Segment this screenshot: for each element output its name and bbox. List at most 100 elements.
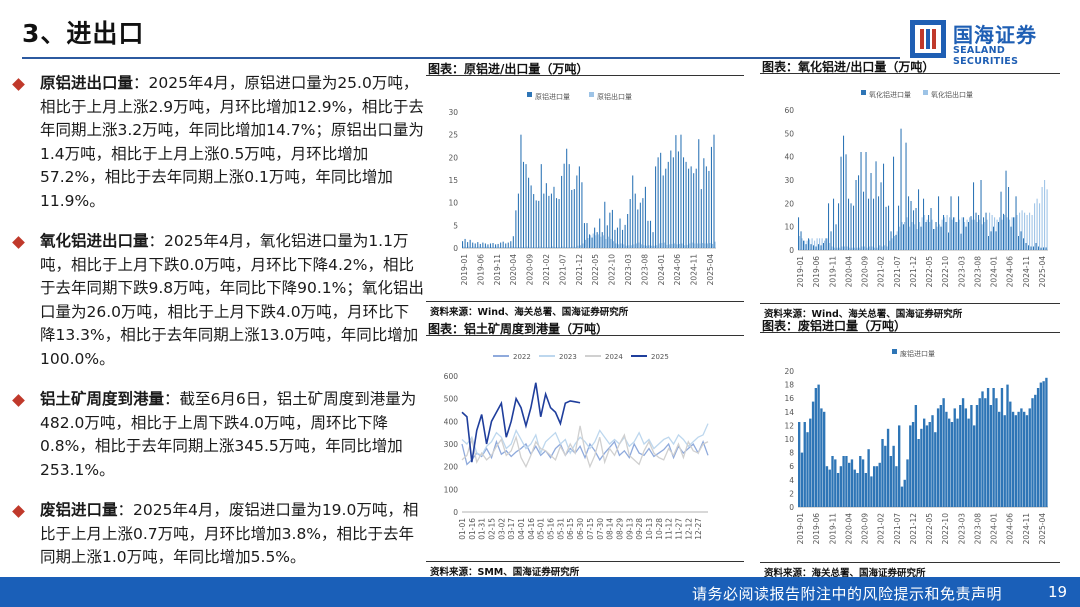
bar <box>1031 398 1034 507</box>
y-tick-label: 0 <box>789 503 794 512</box>
bar <box>816 238 818 250</box>
bar <box>698 139 700 248</box>
bar <box>800 452 804 507</box>
bar <box>988 236 990 250</box>
lines <box>461 382 709 469</box>
bar <box>660 152 662 248</box>
series-line <box>461 425 709 469</box>
bar <box>647 220 649 248</box>
bar <box>668 244 670 248</box>
bar <box>913 210 915 250</box>
bar <box>616 227 619 248</box>
x-tick-label: 2020-04 <box>509 254 518 286</box>
bar <box>1042 381 1045 507</box>
legend-swatch <box>923 90 928 95</box>
y-tick-label: 25 <box>448 131 458 140</box>
diamond-icon <box>12 236 25 249</box>
bar <box>884 245 886 250</box>
x-tick-label: 2022-05 <box>925 513 934 545</box>
bar <box>939 224 941 250</box>
bar <box>900 128 902 250</box>
bar <box>685 161 687 248</box>
bar <box>1024 212 1026 250</box>
bar <box>546 247 548 248</box>
bar <box>867 449 870 507</box>
bar <box>605 238 607 248</box>
bar <box>825 238 827 250</box>
bar <box>903 479 906 507</box>
bar <box>828 469 831 507</box>
bar <box>864 473 868 507</box>
bar <box>663 242 665 248</box>
bar <box>515 210 517 248</box>
bar <box>798 422 801 507</box>
y-tick-label: 30 <box>448 108 458 117</box>
chart-source-rule <box>760 562 1060 563</box>
bar <box>869 246 871 250</box>
y-tick-label: 0 <box>789 246 794 255</box>
bar <box>665 168 667 248</box>
bar <box>620 243 622 248</box>
bar <box>686 244 688 248</box>
bar <box>607 236 609 248</box>
bar <box>856 473 859 507</box>
bar <box>925 425 929 507</box>
x-tick-label: 01-16 <box>468 518 477 540</box>
bar <box>491 247 493 248</box>
bar <box>475 247 477 248</box>
bar <box>522 161 525 248</box>
bar <box>798 217 800 250</box>
bar <box>524 247 526 248</box>
y-tick-label: 100 <box>444 485 459 494</box>
bar <box>637 209 639 248</box>
bar <box>1019 212 1021 250</box>
bar <box>630 245 632 248</box>
x-tick-label: 2025-04 <box>1038 513 1047 545</box>
bar <box>528 177 530 248</box>
title-underline <box>22 57 900 59</box>
bar <box>518 247 521 248</box>
y-tick-label: 60 <box>784 106 794 115</box>
bullet-body: ：2025年4月，氧化铝进口量为1.1万吨，相比于上月下跌0.0万吨，月环比下降… <box>40 232 424 368</box>
x-tick-label: 2020-09 <box>861 513 870 545</box>
bar <box>876 247 878 250</box>
bar <box>890 231 892 250</box>
bar <box>1028 245 1030 250</box>
chart-source-rule <box>760 303 1060 304</box>
bar <box>627 214 629 248</box>
bar <box>881 246 883 250</box>
chart-title: 图表：氧化铝进/出口量（万吨） <box>762 60 935 74</box>
bar <box>681 243 683 248</box>
chart-panel-alumina: 图表：氧化铝进/出口量（万吨） 氧化铝进口量 氧化铝出口量 0 10 20 30 40 50 6… <box>760 58 1060 320</box>
x-tick-label: 2021-07 <box>893 513 902 545</box>
bar <box>624 224 626 248</box>
bar <box>1025 243 1027 250</box>
bar <box>914 405 918 507</box>
bar <box>815 246 817 250</box>
bar <box>545 183 547 248</box>
bar <box>464 238 466 248</box>
y-axis: 0 5 10 15 20 25 30 <box>448 108 458 253</box>
bar <box>928 215 930 250</box>
bar <box>618 244 620 248</box>
bar <box>573 189 575 248</box>
bar <box>895 234 897 250</box>
bar <box>472 242 474 248</box>
bar <box>961 217 963 250</box>
bar <box>896 231 898 250</box>
bar <box>586 223 588 248</box>
bar <box>858 175 860 250</box>
bar <box>465 247 467 248</box>
bar <box>1039 382 1043 507</box>
bar <box>662 175 664 248</box>
x-tick-label: 2019-11 <box>828 513 837 545</box>
chart-panel-primary-aluminum: 图表：原铝进/出口量（万吨） 原铝进口量 原铝出口量 0 5 10 15 20 25 30 201… <box>426 60 744 318</box>
bar <box>953 217 955 250</box>
bar <box>572 246 574 248</box>
bar <box>591 237 593 248</box>
bar <box>1005 170 1007 250</box>
bar <box>577 245 579 248</box>
bar <box>894 236 896 250</box>
bar <box>923 198 925 250</box>
